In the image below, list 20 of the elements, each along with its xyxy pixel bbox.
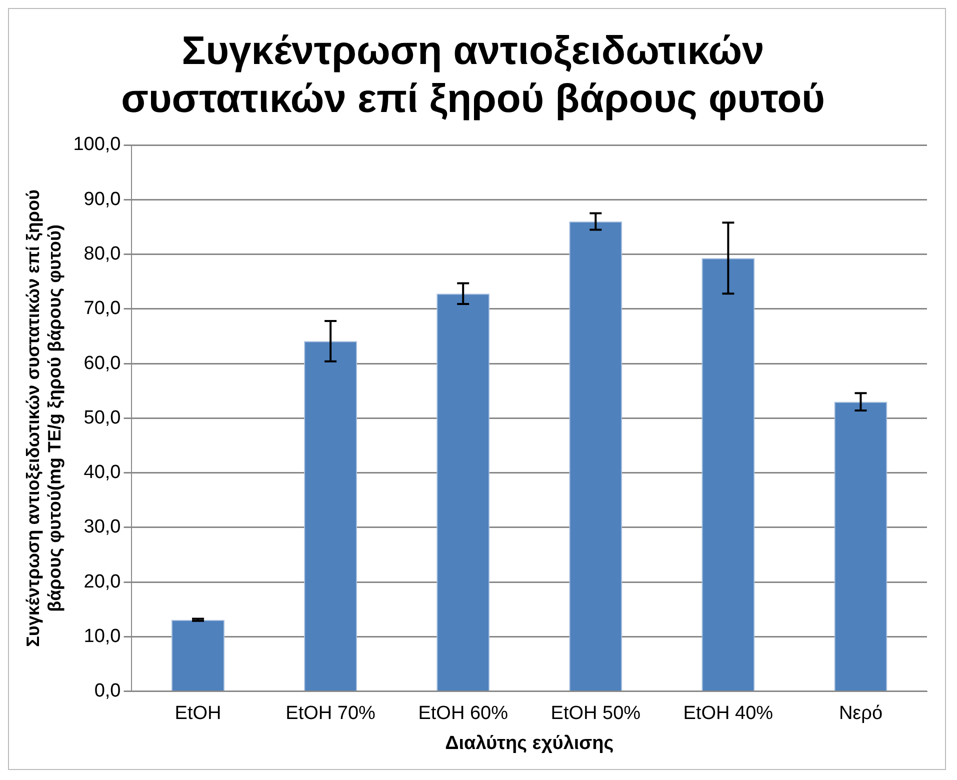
chart-title: Συγκέντρωση αντιοξειδωτικών συστατικών επί ξηρού βάρους φυτού — [121, 29, 825, 122]
y-tick-label: 40,0 — [84, 462, 121, 484]
y-tick-label: 50,0 — [84, 407, 121, 428]
x-tick-label: Νερό — [838, 703, 883, 724]
x-tick-label: EtOH 60% — [418, 703, 508, 724]
x-tick-label: EtOH 70% — [286, 703, 376, 724]
y-tick-label: 80,0 — [84, 244, 121, 265]
y-tick-label: 10,0 — [84, 626, 121, 647]
y-tick-label: 70,0 — [84, 298, 121, 320]
x-tick-label: EtOH — [174, 703, 222, 724]
y-tick-label: 0,0 — [94, 680, 121, 702]
y-tick-label: 100,0 — [73, 134, 121, 156]
y-tick-label: 90,0 — [84, 188, 121, 210]
x-tick-label: EtOH 50% — [550, 703, 641, 724]
y-tick-label: 30,0 — [84, 516, 121, 538]
y-axis-title: Συγκέντρωση αντιοξειδωτικών συστατικών επί ξηρού βάρους φυτού(mg TE/g ξηρού βάρους φυτού) — [22, 189, 64, 647]
x-tick-label: EtOH 40% — [683, 703, 774, 724]
y-tick-label: 60,0 — [84, 352, 121, 374]
x-axis-title: Διαλύτης εχύλισης — [445, 732, 614, 754]
y-tick-label: 20,0 — [84, 571, 121, 592]
